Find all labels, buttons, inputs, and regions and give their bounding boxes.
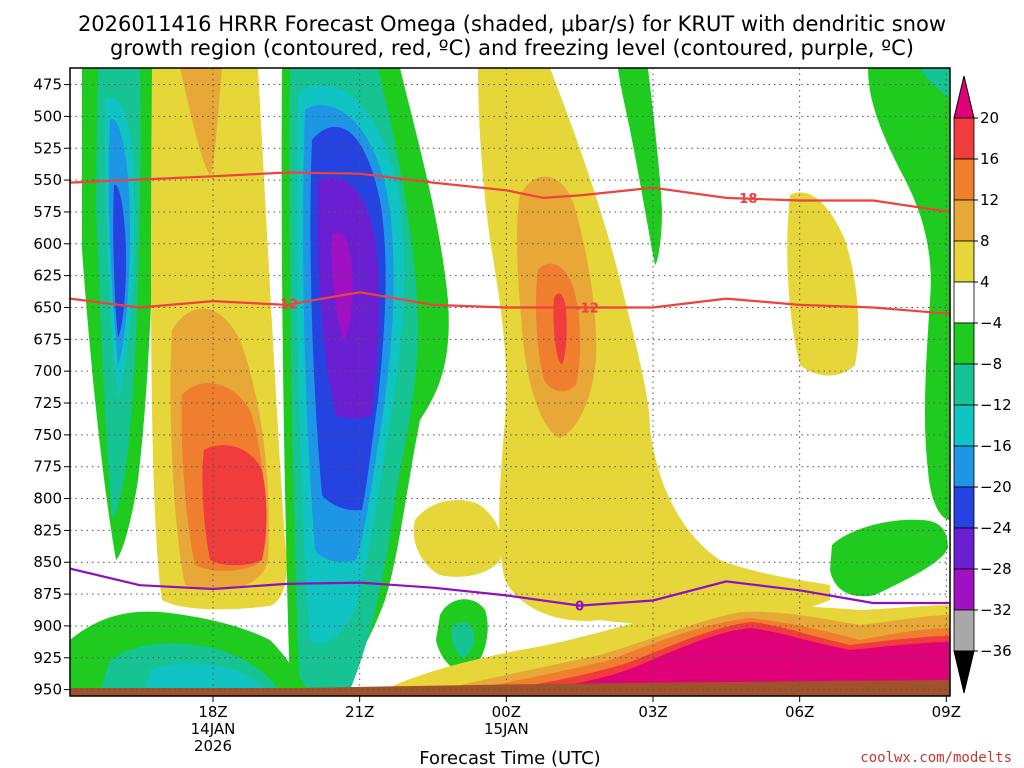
contour-line-0: [70, 171, 950, 213]
colorbar-label: −20: [980, 478, 1012, 496]
shade-yellow-blob-right: [787, 192, 859, 376]
colorbar-label: 20: [980, 109, 999, 127]
colorbar-label: −28: [980, 560, 1012, 578]
shade-gold-band-left: [180, 68, 222, 175]
contour-label: -12: [275, 298, 299, 313]
y-tick-label: 800: [33, 490, 62, 508]
chart-title-line-1: 2026011416 HRRR Forecast Omega (shaded, …: [78, 12, 946, 36]
colorbar-label: −24: [980, 519, 1012, 537]
y-tick-label: 775: [33, 458, 62, 476]
plot-frame: [69, 67, 951, 697]
colorbar-label: −12: [980, 396, 1012, 414]
terrain-ground-slope: [70, 680, 950, 696]
colorbar-bottom-triangle: [953, 650, 975, 694]
y-tick-label: 725: [33, 394, 62, 412]
y-tick-label: 825: [33, 521, 62, 539]
y-tick-label: 575: [33, 203, 62, 221]
colorbar-bin: [953, 199, 975, 242]
x-tick-label: 14JAN: [191, 720, 236, 738]
colorbar-bin: [953, 281, 975, 324]
colorbar-bin: [953, 445, 975, 488]
x-tick-label: 09Z: [932, 703, 961, 721]
colorbar-bin: [953, 240, 975, 283]
colorbar-label: −36: [980, 642, 1012, 660]
y-tick-label: 550: [33, 171, 62, 189]
chart-title-line-2: growth region (contoured, red, ºC) and f…: [110, 36, 914, 60]
x-tick-label: 18Z: [198, 703, 227, 721]
colorbar-bin: [953, 363, 975, 406]
shade-teal-blob-00z: [451, 621, 475, 658]
shade-blue-core-left: [113, 184, 126, 338]
y-tick-label: 675: [33, 330, 62, 348]
shade-red-core-center: [553, 293, 567, 365]
shade-green-streak-upper-right: [618, 68, 662, 265]
contour-label: 18: [739, 192, 757, 207]
colorbar-label: 12: [980, 191, 999, 209]
colorbar-label: 16: [980, 150, 999, 168]
y-tick-label: 475: [33, 76, 62, 94]
x-tick-label: 21Z: [345, 703, 374, 721]
contour-line-2: [70, 567, 950, 607]
colorbar-label: 4: [980, 273, 990, 291]
colorbar-bin: [953, 158, 975, 201]
y-tick-label: 625: [33, 267, 62, 285]
colorbar-bin: [953, 322, 975, 365]
shade-green-blob-right: [830, 519, 948, 597]
y-tick-label: 850: [33, 553, 62, 571]
credit-text: coolwx.com/modelts: [860, 750, 1012, 766]
x-tick-label: 00Z: [492, 703, 521, 721]
contour-label: 0: [575, 600, 584, 615]
colorbar-bin: [953, 117, 975, 160]
colorbar-label: −32: [980, 601, 1012, 619]
contour-lines: 18 -12 -12 0: [70, 171, 950, 615]
colorbar-label: −8: [980, 355, 1002, 373]
colorbar-bin: [953, 486, 975, 529]
x-tick-label: 2026: [194, 737, 232, 755]
colorbar: 20 16 12 8 4 −4 −8 −12 −16 −20 −24 −28 −32 −36: [953, 75, 1012, 694]
y-tick-label: 875: [33, 585, 62, 603]
shade-yellow-blob-lower-center: [413, 500, 502, 577]
y-tick-label: 600: [33, 235, 62, 253]
y-tick-label: 650: [33, 298, 62, 316]
y-axis: 475 500 525 550 575 600 625 650 675 700 725 750 775 8…: [33, 76, 70, 699]
colorbar-label: −16: [980, 437, 1012, 455]
colorbar-bin: [953, 404, 975, 447]
y-tick-label: 525: [33, 139, 62, 157]
x-tick-label: 15JAN: [484, 720, 529, 738]
contour-label: -12: [575, 301, 599, 316]
colorbar-top-triangle: [953, 75, 975, 119]
contour-line-1: [70, 291, 950, 315]
shade-violet-core-center: [331, 232, 353, 340]
colorbar-bin: [953, 527, 975, 570]
shade-cyan-low-left: [145, 663, 265, 692]
x-tick-label: 03Z: [638, 703, 667, 721]
plot-area: 18 -12 -12 0: [70, 68, 950, 696]
y-tick-label: 700: [33, 362, 62, 380]
shade-red-band-left: [202, 445, 267, 566]
x-axis-label: Forecast Time (UTC): [419, 748, 600, 768]
y-tick-label: 925: [33, 649, 62, 667]
shade-teal-edge-right: [920, 68, 950, 98]
shade-magenta-low-right: [520, 628, 950, 692]
colorbar-bin: [953, 568, 975, 611]
colorbar-bin: [953, 609, 975, 652]
shade-green-edge-right: [868, 68, 950, 520]
y-tick-label: 750: [33, 426, 62, 444]
y-tick-label: 900: [33, 617, 62, 635]
x-tick-label: 06Z: [785, 703, 814, 721]
y-tick-label: 950: [33, 681, 62, 699]
colorbar-label: 8: [980, 232, 990, 250]
colorbar-label: −4: [980, 314, 1002, 332]
y-tick-label: 500: [33, 107, 62, 125]
